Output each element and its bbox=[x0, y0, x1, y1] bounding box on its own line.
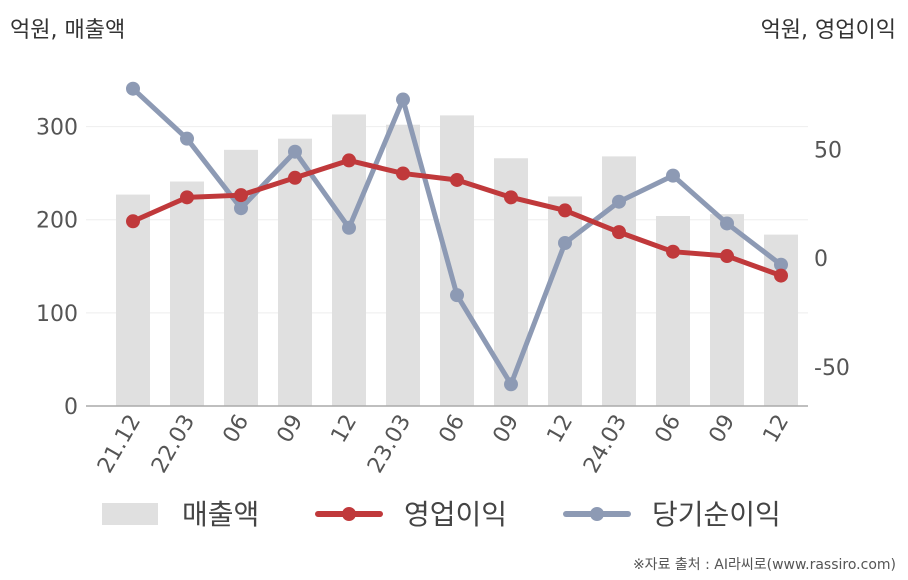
net-profit-point bbox=[126, 81, 140, 96]
left-y-ticks: 0 100 200 300 bbox=[36, 116, 78, 420]
operating-profit-point bbox=[612, 225, 626, 240]
left-y-tick-label: 0 bbox=[64, 395, 78, 420]
right-y-tick-label: 50 bbox=[814, 139, 842, 164]
right-y-ticks: -50 0 50 bbox=[814, 139, 850, 381]
operating-profit-point bbox=[234, 188, 248, 203]
net-profit-point bbox=[288, 144, 302, 159]
legend-swatch-revenue bbox=[102, 503, 158, 525]
net-profit-point bbox=[558, 236, 572, 250]
legend: 매출액 영업이익 당기순이익 bbox=[102, 498, 781, 531]
net-profit-point bbox=[612, 194, 626, 209]
operating-profit-point bbox=[504, 190, 518, 205]
legend-label-operating-profit: 영업이익 bbox=[404, 498, 507, 531]
right-y-tick-label: -50 bbox=[814, 356, 850, 381]
right-y-tick-label: 0 bbox=[814, 247, 828, 272]
x-tick-label: 12 bbox=[327, 411, 363, 448]
net-profit-point bbox=[504, 377, 518, 392]
left-y-tick-label: 300 bbox=[36, 116, 78, 141]
net-profit-point bbox=[720, 216, 734, 231]
x-tick-label: 09 bbox=[489, 411, 525, 448]
x-tick-labels: 21.12 22.03 06 09 12 23.03 06 09 12 24.03 06 09 12 bbox=[93, 411, 794, 478]
x-tick-label: 12 bbox=[759, 411, 795, 448]
operating-profit-point bbox=[288, 170, 302, 185]
x-tick-label: 09 bbox=[273, 411, 309, 448]
net-profit-point bbox=[666, 168, 680, 183]
operating-profit-point bbox=[450, 172, 464, 187]
x-tick-label: 06 bbox=[219, 411, 255, 448]
source-note: ※자료 출처 : AI라씨로(www.rassiro.com) bbox=[632, 557, 896, 573]
operating-profit-point bbox=[774, 268, 788, 283]
operating-profit-point bbox=[666, 244, 680, 259]
x-tick-label: 06 bbox=[651, 411, 687, 448]
net-profit-point bbox=[450, 288, 464, 303]
left-y-tick-label: 100 bbox=[36, 302, 78, 327]
revenue-bar bbox=[710, 214, 744, 406]
net-profit-point bbox=[180, 131, 194, 146]
operating-profit-point bbox=[720, 249, 734, 264]
x-tick-label: 12 bbox=[543, 411, 579, 448]
operating-profit-point bbox=[396, 166, 410, 181]
revenue-bars bbox=[116, 114, 798, 407]
revenue-bar bbox=[548, 196, 582, 406]
revenue-bar bbox=[170, 181, 204, 406]
profit-lines bbox=[126, 81, 788, 392]
revenue-bar bbox=[116, 194, 150, 406]
revenue-bar bbox=[656, 215, 690, 406]
operating-profit-point bbox=[126, 214, 140, 229]
net-profit-point bbox=[234, 201, 248, 216]
left-y-tick-label: 200 bbox=[36, 209, 78, 234]
operating-profit-point bbox=[180, 190, 194, 205]
net-profit-point bbox=[396, 92, 410, 107]
net-profit-point bbox=[774, 257, 788, 272]
x-tick-label: 22.03 bbox=[147, 411, 200, 478]
x-tick-label: 23.03 bbox=[363, 411, 416, 478]
left-axis-unit-label: 억원, 매출액 bbox=[10, 18, 126, 43]
operating-profit-point bbox=[558, 203, 572, 218]
legend-label-net-profit: 당기순이익 bbox=[652, 498, 781, 531]
x-tick-label: 21.12 bbox=[93, 411, 146, 478]
x-tick-label: 06 bbox=[435, 411, 471, 448]
x-tick-label: 09 bbox=[705, 411, 741, 448]
right-axis-unit-label: 억원, 영업이익 bbox=[760, 18, 896, 43]
legend-label-revenue: 매출액 bbox=[182, 498, 259, 531]
legend-marker-operating-profit bbox=[342, 507, 356, 521]
operating-profit-point bbox=[342, 153, 356, 168]
net-profit-point bbox=[342, 220, 356, 235]
x-tick-label: 24.03 bbox=[579, 411, 632, 478]
legend-marker-net-profit bbox=[590, 507, 604, 521]
